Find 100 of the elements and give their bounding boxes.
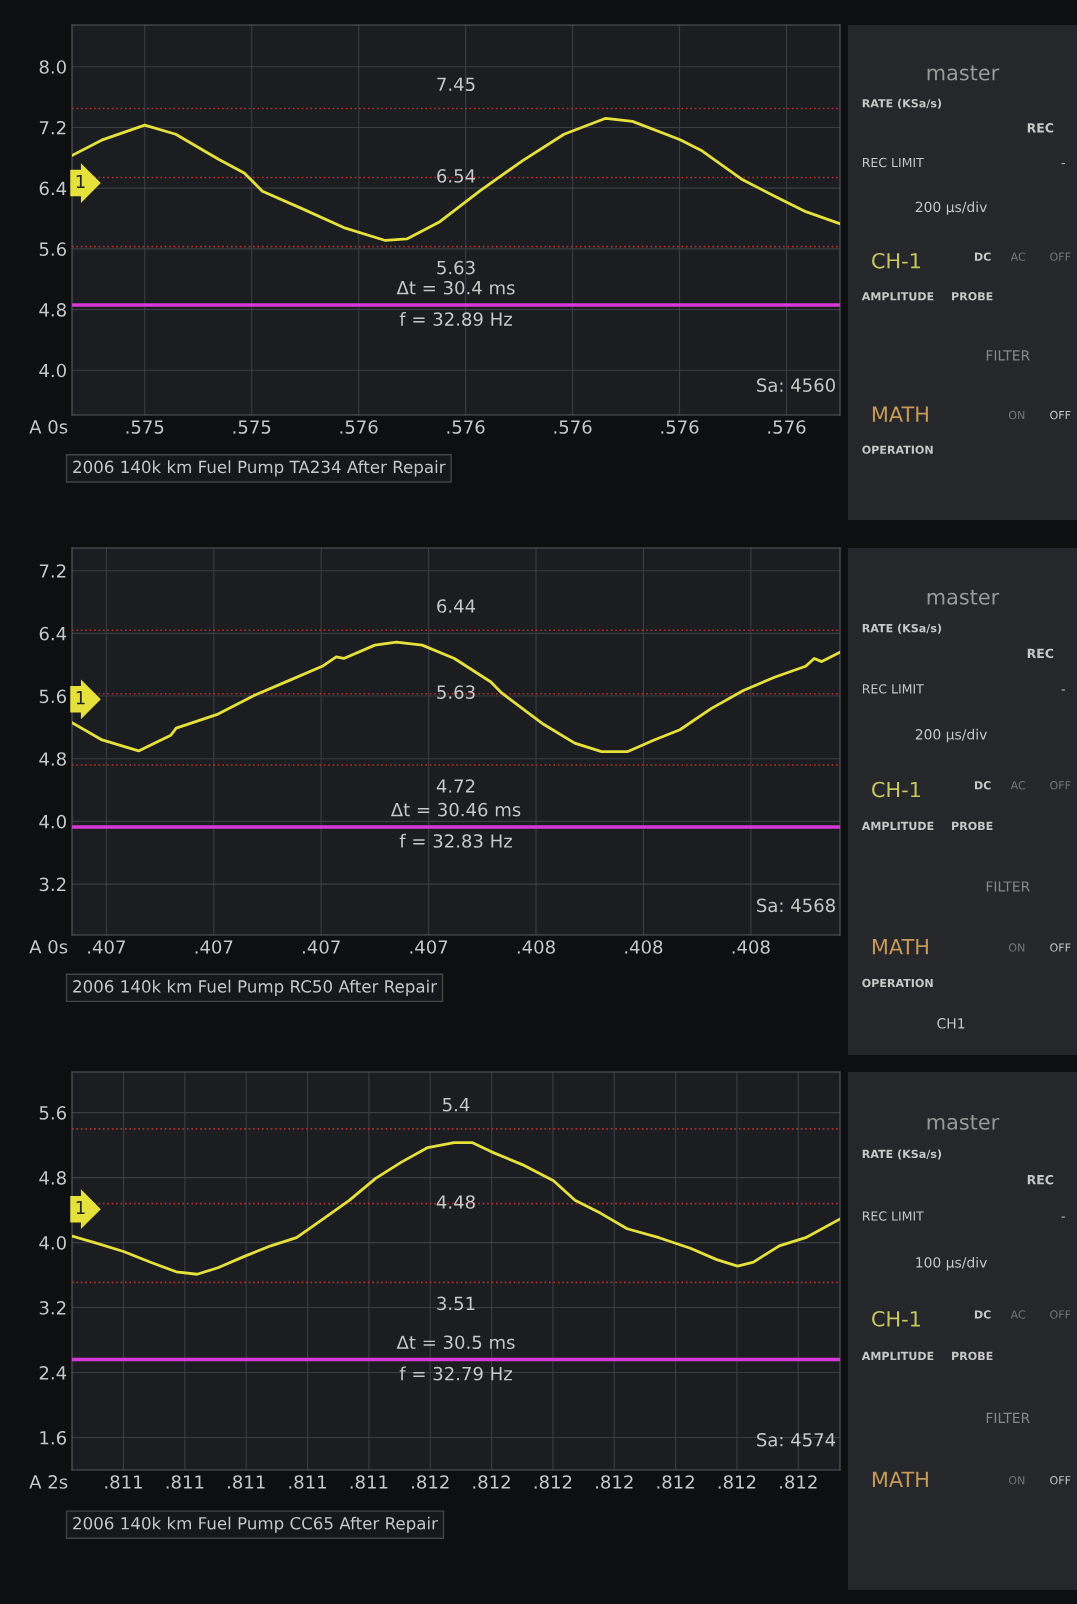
- text: ON: [1008, 410, 1025, 420]
- text: -: [1061, 1216, 1065, 1218]
- text: -: [1061, 163, 1065, 165]
- x-tick-label: .812: [657, 1475, 694, 1489]
- x-tick-label: .576: [768, 420, 806, 434]
- text: FILTER: [986, 881, 1030, 892]
- text: CH-1: [872, 252, 920, 269]
- x-tick-label: .408: [517, 940, 555, 954]
- text: RATE (KSa/s): [862, 1149, 942, 1160]
- x-tick-label: .408: [625, 940, 663, 954]
- y-tick-label: 4.0: [39, 363, 66, 378]
- text: CH1: [937, 1018, 965, 1029]
- x-tick-label: .575: [126, 420, 164, 434]
- y-tick-label: 1.6: [40, 1430, 66, 1445]
- ref-line-label: 6.44: [437, 599, 476, 613]
- ref-line-label: 4.72: [436, 779, 475, 793]
- text: AMPLITUDE: [861, 821, 934, 831]
- text: FILTER: [986, 350, 1030, 361]
- text: OPERATION: [862, 978, 933, 988]
- text: PROBE: [952, 821, 993, 831]
- x-tick-label: .407: [303, 940, 340, 954]
- x-tick-label: .407: [88, 940, 125, 954]
- annotation: f = 32.79 Hz: [399, 1366, 512, 1381]
- text: REC LIMIT: [862, 1211, 924, 1221]
- line-series: [72, 116, 840, 242]
- x-tick-label: .811: [289, 1475, 326, 1489]
- ref-line-label: 5.63: [437, 260, 475, 275]
- text: master: [927, 1114, 1000, 1130]
- y-tick-label: 4.8: [39, 302, 66, 317]
- y-tick-label: 6.4: [39, 626, 67, 641]
- annotation: f = 32.83 Hz: [399, 833, 512, 848]
- text: 2006 140k km Fuel Pump RC50 After Repair: [73, 979, 438, 996]
- text: OFF: [1050, 252, 1071, 261]
- text: 2006 140k km Fuel Pump CC65 After Repair: [73, 1516, 438, 1533]
- text: 200 µs/div: [915, 728, 987, 743]
- text: -: [1061, 689, 1065, 691]
- text: RATE (KSa/s): [862, 98, 942, 109]
- y-tick-label: 4.8: [39, 752, 66, 766]
- text: REC: [1027, 123, 1054, 133]
- text: AMPLITUDE: [861, 1351, 934, 1361]
- text: MATH: [872, 1471, 928, 1487]
- y-tick-label: 5.6: [39, 242, 66, 256]
- y-tick-label: 4.0: [39, 1236, 66, 1250]
- text: AC: [1010, 781, 1026, 790]
- x-tick-label: .811: [105, 1475, 142, 1489]
- text: A 2s: [29, 1475, 68, 1489]
- annotation: Sa: 4574: [757, 1432, 836, 1447]
- text: 100 µs/div: [916, 1256, 987, 1271]
- x-tick-label: .408: [732, 940, 770, 954]
- x-tick-label: .811: [166, 1475, 204, 1489]
- text: RATE (KSa/s): [862, 623, 942, 634]
- text: REC: [1027, 648, 1054, 659]
- x-tick-label: .575: [233, 420, 271, 434]
- y-tick-label: 6.4: [39, 181, 67, 196]
- text: OFF: [1050, 781, 1071, 790]
- line-series: [72, 640, 840, 754]
- ref-line-label: 7.45: [437, 77, 475, 92]
- text: OPERATION: [862, 445, 933, 454]
- annotation: Sa: 4560: [757, 378, 835, 392]
- y-tick-label: 4.0: [39, 814, 66, 829]
- text: DC: [974, 252, 991, 261]
- line-series: [72, 1141, 840, 1276]
- text: ON: [1008, 943, 1025, 952]
- x-tick-label: .576: [447, 420, 485, 434]
- annotation: Sa: 4568: [757, 898, 835, 913]
- text: REC: [1027, 1174, 1054, 1185]
- annotation: 1: [76, 691, 85, 705]
- ref-line-label: 5.63: [437, 685, 475, 699]
- x-tick-label: .407: [195, 940, 233, 954]
- ref-line-label: 6.54: [437, 169, 476, 183]
- text: ON: [1008, 1476, 1025, 1485]
- text: REC LIMIT: [862, 157, 924, 168]
- annotation: Δt = 30.5 ms: [396, 1335, 515, 1350]
- text: AC: [1010, 1310, 1026, 1319]
- text: MATH: [872, 406, 928, 422]
- annotation: 1: [76, 174, 85, 189]
- text: FILTER: [986, 1412, 1030, 1423]
- y-tick-label: 5.6: [39, 689, 66, 704]
- text: DC: [974, 781, 991, 790]
- text: REC LIMIT: [862, 684, 924, 694]
- y-tick-label: 4.8: [39, 1171, 66, 1185]
- annotation: Δt = 30.46 ms: [390, 802, 521, 817]
- text: CH-1: [872, 1310, 920, 1327]
- x-tick-label: .407: [410, 940, 448, 954]
- x-tick-label: .576: [661, 420, 699, 434]
- y-tick-label: 7.2: [39, 564, 66, 578]
- x-tick-label: .812: [596, 1475, 633, 1489]
- x-tick-label: .812: [473, 1475, 510, 1489]
- y-tick-label: 8.0: [39, 60, 66, 74]
- text: AMPLITUDE: [861, 292, 934, 301]
- text: 2006 140k km Fuel Pump TA234 After Repair: [73, 460, 446, 477]
- x-tick-label: .812: [412, 1475, 449, 1489]
- ref-line-label: 5.4: [443, 1098, 470, 1112]
- x-tick-label: .812: [534, 1475, 572, 1489]
- x-tick-label: .812: [780, 1475, 817, 1489]
- text: A 0s: [29, 420, 68, 434]
- text: OFF: [1050, 410, 1071, 420]
- annotation: f = 32.89 Hz: [399, 311, 512, 326]
- text: 200 µs/div: [915, 201, 987, 215]
- text: OFF: [1050, 1476, 1071, 1485]
